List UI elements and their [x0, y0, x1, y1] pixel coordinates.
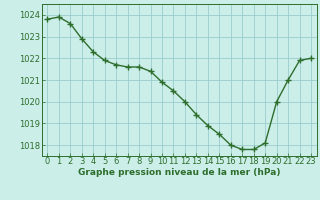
X-axis label: Graphe pression niveau de la mer (hPa): Graphe pression niveau de la mer (hPa)	[78, 168, 280, 177]
